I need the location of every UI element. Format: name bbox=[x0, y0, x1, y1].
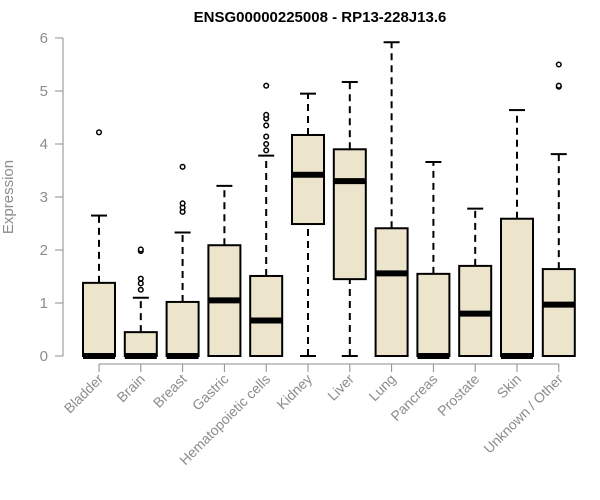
y-axis-label: Expression bbox=[0, 160, 17, 234]
box-body bbox=[82, 281, 116, 357]
box-body bbox=[416, 272, 451, 358]
x-tick-label: Liver bbox=[324, 371, 357, 404]
box-liver bbox=[332, 80, 367, 357]
box-brain bbox=[123, 246, 158, 359]
box-gastric bbox=[207, 184, 242, 357]
box-unknown-other bbox=[541, 61, 576, 357]
box-body bbox=[332, 148, 367, 281]
outlier-point bbox=[555, 82, 562, 89]
x-tick-label: Prostate bbox=[434, 371, 482, 419]
outlier-point bbox=[263, 122, 270, 129]
x-tick-label: Lung bbox=[365, 371, 398, 404]
box-body bbox=[165, 300, 200, 358]
box-body bbox=[291, 133, 325, 226]
outlier-point bbox=[263, 111, 270, 118]
y-tick-label: 2 bbox=[40, 242, 48, 259]
outlier-point bbox=[263, 147, 270, 154]
box-kidney bbox=[291, 92, 325, 357]
box-body bbox=[249, 274, 284, 357]
outlier-point bbox=[95, 129, 103, 136]
y-tick-label: 0 bbox=[40, 348, 48, 365]
outlier-point bbox=[179, 200, 186, 207]
box-prostate bbox=[458, 207, 493, 357]
y-tick-label: 3 bbox=[40, 189, 48, 206]
y-tick-label: 5 bbox=[40, 83, 48, 100]
x-tick-label: Bladder bbox=[61, 371, 107, 417]
x-tick-label: Unknown / Other bbox=[480, 371, 566, 457]
outlier-point bbox=[137, 275, 144, 282]
box-body bbox=[500, 217, 534, 357]
box-skin bbox=[500, 109, 534, 359]
plot-area bbox=[82, 41, 576, 359]
y-tick-label: 4 bbox=[40, 136, 48, 153]
outlier-point bbox=[263, 140, 270, 148]
outlier-point bbox=[137, 280, 144, 287]
outlier-point bbox=[263, 133, 270, 140]
box-hematopoietic-cells bbox=[249, 82, 284, 357]
y-axis: 0 1 2 3 4 5 6 bbox=[40, 30, 64, 365]
box-bladder bbox=[82, 129, 116, 359]
x-tick-label: Skin bbox=[494, 371, 525, 402]
box-body bbox=[123, 331, 158, 357]
box-pancreas bbox=[416, 161, 451, 359]
box-breast bbox=[165, 163, 200, 359]
x-tick-label: Breast bbox=[150, 371, 190, 411]
y-tick-label: 6 bbox=[40, 30, 48, 47]
box-lung bbox=[374, 41, 409, 358]
outlier-point bbox=[137, 246, 144, 253]
x-tick-label: Kidney bbox=[274, 371, 316, 413]
outlier-point bbox=[179, 163, 186, 170]
x-tick-label: Brain bbox=[113, 371, 147, 405]
chart-title: ENSG00000225008 - RP13-228J13.6 bbox=[194, 9, 447, 26]
outlier-point bbox=[137, 286, 144, 293]
box-body bbox=[374, 227, 409, 358]
y-tick-label: 1 bbox=[40, 295, 48, 312]
outlier-point bbox=[263, 82, 270, 89]
outlier-point bbox=[555, 61, 562, 68]
box-body bbox=[541, 268, 576, 357]
